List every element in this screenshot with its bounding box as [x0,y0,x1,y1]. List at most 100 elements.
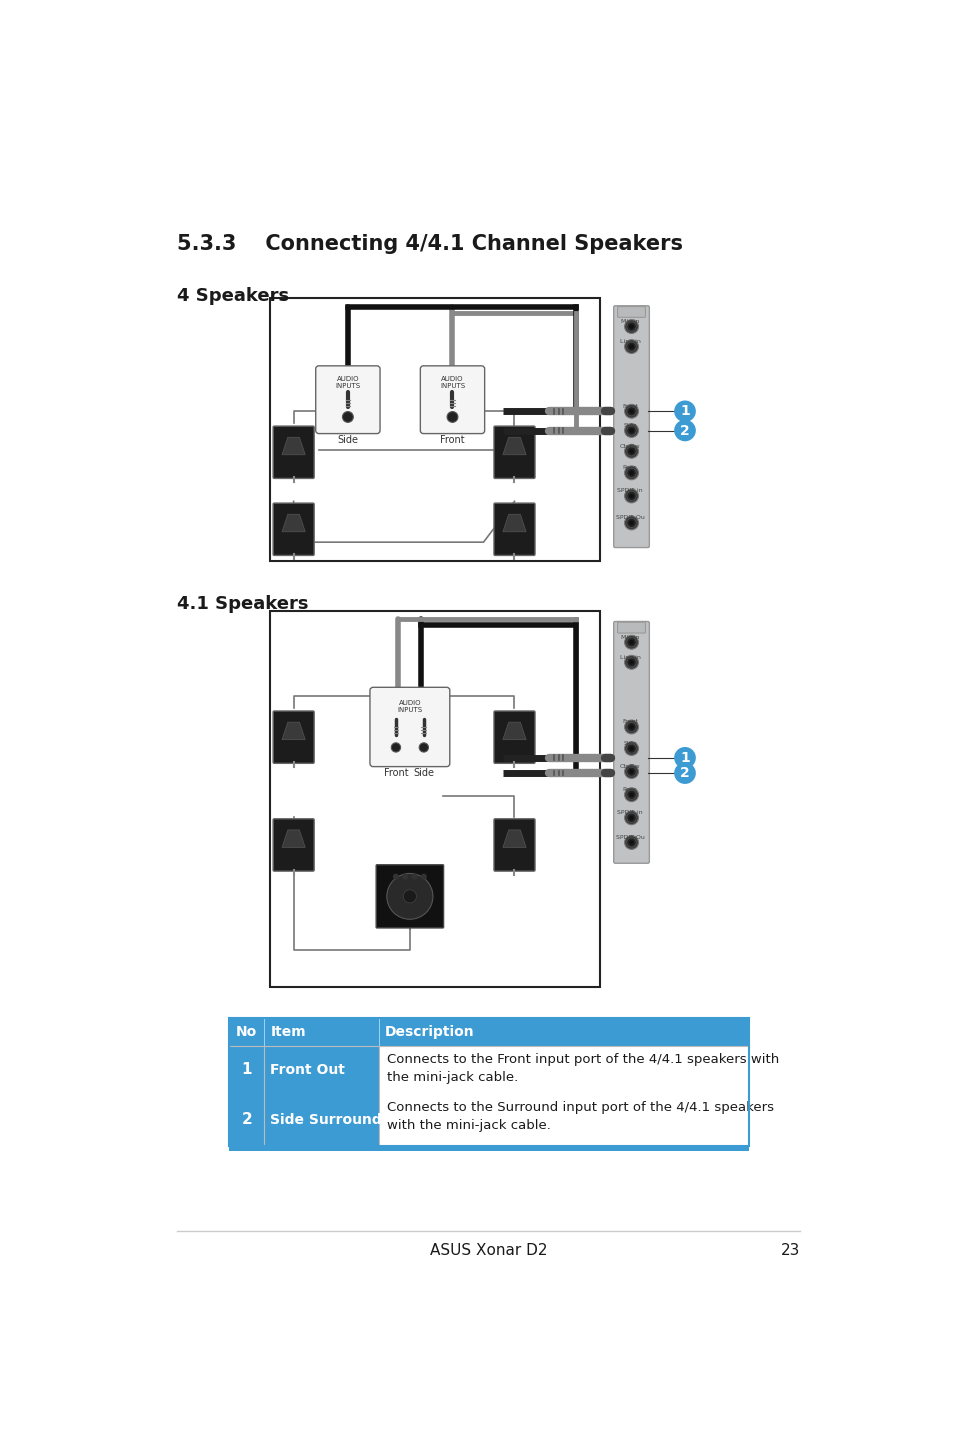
Circle shape [626,657,636,667]
Bar [229,1018,748,1045]
Circle shape [626,342,636,351]
Circle shape [629,344,633,349]
Circle shape [629,429,633,433]
Text: Front: Front [621,404,638,408]
Circle shape [624,720,638,733]
Text: AUDIO
INPUTS: AUDIO INPUTS [439,375,464,388]
Polygon shape [502,515,525,532]
Text: Front: Front [383,768,408,778]
Circle shape [626,838,636,847]
Text: 5.3.3    Connecting 4/4.1 Channel Speakers: 5.3.3 Connecting 4/4.1 Channel Speakers [177,234,682,255]
FancyBboxPatch shape [617,623,645,633]
Circle shape [626,322,636,331]
Text: 2: 2 [679,424,689,437]
Text: Side: Side [413,768,434,778]
Text: 2: 2 [679,766,689,781]
Bar [229,1045,748,1093]
Polygon shape [502,722,525,739]
Text: Side: Side [622,741,636,746]
Text: Line in: Line in [618,339,639,344]
Bar [229,1146,748,1152]
Circle shape [626,407,636,416]
Text: Line in: Line in [618,654,639,660]
Circle shape [386,873,433,919]
Text: Mic in: Mic in [620,634,639,640]
Circle shape [674,746,695,768]
Circle shape [394,874,397,879]
Circle shape [629,493,633,499]
Text: 1: 1 [679,404,689,418]
Text: 2: 2 [241,1112,252,1127]
Circle shape [629,449,633,453]
Text: AUDIO
INPUTS: AUDIO INPUTS [396,700,422,713]
Circle shape [629,470,633,475]
Text: Mic in: Mic in [620,319,639,324]
Circle shape [624,788,638,801]
Circle shape [624,811,638,825]
Text: Side Surround Out: Side Surround Out [270,1113,415,1126]
Circle shape [629,815,633,820]
Text: Description: Description [385,1025,475,1038]
Polygon shape [282,515,305,532]
Bar [229,1093,264,1146]
Circle shape [412,874,416,879]
Circle shape [391,743,400,752]
Circle shape [629,521,633,525]
Circle shape [626,789,636,800]
Circle shape [629,840,633,844]
Polygon shape [502,437,525,454]
FancyBboxPatch shape [613,306,649,548]
Bar [229,1045,264,1093]
Circle shape [626,492,636,500]
Bar [264,1045,378,1093]
FancyBboxPatch shape [494,818,535,871]
Circle shape [624,489,638,503]
Circle shape [402,874,407,879]
Polygon shape [502,830,525,847]
Text: Ctr/Sw: Ctr/Sw [619,443,639,449]
Text: SPDIF Ou: SPDIF Ou [615,515,643,521]
Circle shape [624,466,638,480]
FancyBboxPatch shape [494,710,535,764]
Text: No: No [235,1025,256,1038]
FancyBboxPatch shape [273,710,314,764]
Circle shape [624,742,638,755]
Polygon shape [282,722,305,739]
Circle shape [624,516,638,529]
Circle shape [624,404,638,418]
Text: Item: Item [270,1025,306,1038]
Circle shape [447,411,457,423]
Polygon shape [282,437,305,454]
Circle shape [624,339,638,354]
Circle shape [342,411,353,423]
Text: Front: Front [621,719,638,725]
Text: Rear: Rear [622,787,637,792]
FancyBboxPatch shape [420,365,484,434]
FancyBboxPatch shape [375,864,443,928]
Circle shape [674,400,695,421]
Text: 1: 1 [679,751,689,765]
Circle shape [629,324,633,329]
Text: ASUS Xonar D2: ASUS Xonar D2 [430,1242,547,1258]
Bar [229,1018,748,1146]
Bar [270,298,599,561]
Text: SPDIF Ou: SPDIF Ou [615,835,643,840]
Bar [264,1093,378,1146]
FancyBboxPatch shape [494,426,535,479]
Circle shape [624,765,638,778]
Circle shape [629,725,633,729]
Polygon shape [282,830,305,847]
Text: Front Out: Front Out [270,1063,345,1077]
FancyBboxPatch shape [273,503,314,555]
Circle shape [629,746,633,751]
FancyBboxPatch shape [370,687,449,766]
Text: SPDIF in: SPDIF in [617,489,642,493]
Text: Front: Front [439,436,464,446]
Circle shape [629,769,633,774]
Circle shape [624,424,638,437]
Circle shape [624,835,638,850]
Text: Side: Side [337,436,358,446]
FancyBboxPatch shape [273,426,314,479]
Circle shape [626,743,636,754]
Circle shape [626,426,636,436]
